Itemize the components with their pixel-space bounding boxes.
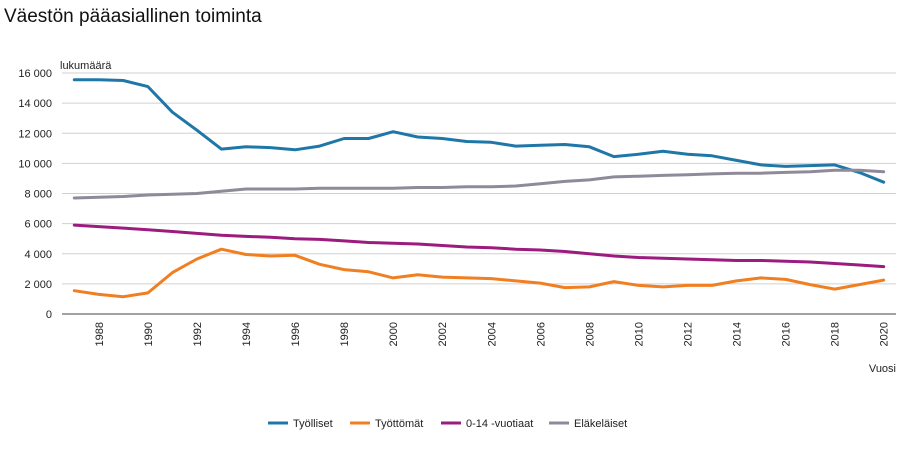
x-tick-label: 2016: [781, 322, 793, 346]
y-axis-ticks: 0 2 000 4 000 6 000 8 000 10 000 12 000 14 000 1…: [18, 68, 52, 321]
y-tick-label: 14 000: [18, 98, 52, 110]
legend-label: Eläkeläiset: [574, 418, 627, 430]
y-tick-label: 16 000: [18, 68, 52, 80]
y-axis-label: lukumäärä: [60, 60, 112, 72]
y-tick-label: 4 000: [24, 249, 52, 261]
series-line-4: [72, 168, 886, 200]
x-tick-label: 1988: [94, 322, 106, 346]
x-tick-label: 2014: [732, 322, 744, 346]
series-line-2: [72, 247, 886, 299]
y-tick-label: 8 000: [24, 189, 52, 201]
x-tick-label: 1990: [143, 322, 155, 346]
legend-label: 0-14 -vuotiaat: [466, 418, 533, 430]
x-tick-label: 2020: [879, 322, 891, 346]
x-tick-label: 2008: [584, 322, 596, 346]
x-tick-label: 2010: [633, 322, 645, 346]
x-tick-label: 1996: [290, 322, 302, 346]
x-tick-label: 2018: [830, 322, 842, 346]
x-axis-label: Vuosi: [869, 363, 896, 375]
y-tick-label: 12 000: [18, 128, 52, 140]
x-tick-label: 2006: [535, 322, 547, 346]
legend: Työlliset Työttömät 0-14 -vuotiaat Eläkeläi…: [268, 418, 627, 430]
y-tick-label: 10 000: [18, 158, 52, 170]
y-tick-label: 2 000: [24, 279, 52, 291]
x-tick-label: 1992: [192, 322, 204, 346]
gridlines: [62, 72, 896, 315]
x-tick-label: 1994: [241, 322, 253, 346]
legend-label: Työlliset: [293, 418, 333, 430]
series-line-3: [72, 223, 886, 269]
y-tick-label: 6 000: [24, 219, 52, 231]
y-tick-label: 0: [46, 309, 52, 321]
x-tick-label: 2000: [388, 322, 400, 346]
series-lines: [72, 78, 886, 299]
x-tick-label: 2002: [437, 322, 449, 346]
legend-label: Työttömät: [375, 418, 423, 430]
chart-title: Väestön pääasiallinen toiminta: [4, 6, 262, 27]
series-line-1: [72, 78, 886, 184]
x-tick-label: 2004: [486, 322, 498, 346]
x-tick-label: 2012: [683, 322, 695, 346]
x-tick-label: 1998: [339, 322, 351, 346]
x-axis-ticks: 1988 1990 1992 1994 1996 1998 2000 2002 2004 2006…: [94, 322, 891, 346]
